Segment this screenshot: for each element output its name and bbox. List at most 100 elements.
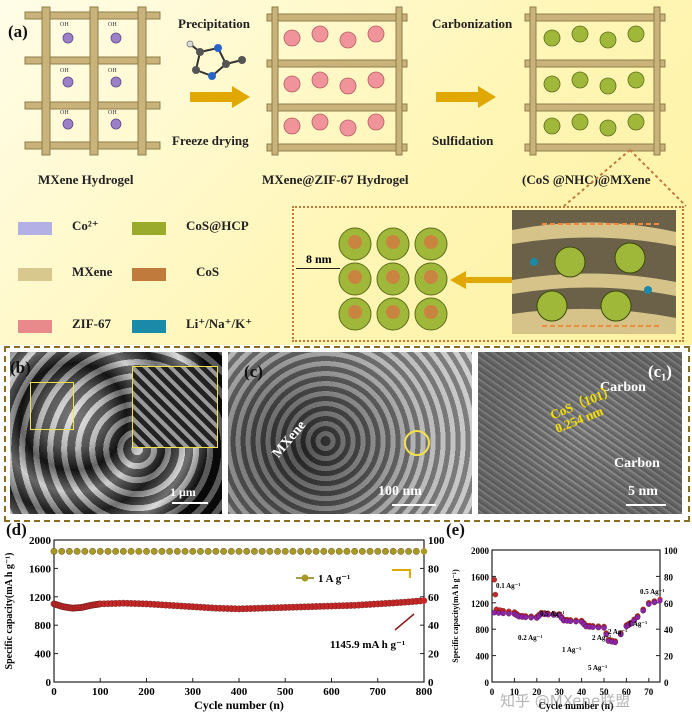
y-axis-label: Specific capacity(mA h g⁻¹)	[451, 569, 460, 663]
data-point-charge	[612, 639, 618, 646]
legend-swatch-cos-hcp	[132, 222, 166, 235]
x-tick-label: 500	[277, 686, 294, 698]
data-point-coulombic_efficiency	[397, 548, 405, 555]
hrtem-carbon-label-1: Carbon	[600, 380, 646, 395]
sem-zoom-box	[30, 382, 74, 430]
ce-axis-arrow	[392, 569, 411, 578]
x-tick-label: 0	[51, 686, 57, 698]
legend-label-mxene: MXene	[72, 264, 113, 279]
data-point-coulombic_efficiency	[227, 548, 235, 555]
data-point-charge	[603, 631, 609, 638]
data-point-coulombic_efficiency	[212, 548, 220, 555]
y2-tick-label: 40	[664, 625, 674, 635]
data-point-coulombic_efficiency	[166, 548, 173, 555]
process-arrow-2	[436, 86, 496, 108]
data-point-coulombic_efficiency	[158, 548, 166, 555]
data-point-coulombic_efficiency	[405, 548, 412, 555]
y-tick-label: 0	[46, 677, 52, 689]
data-point-charge	[646, 601, 652, 607]
data-point-coulombic_efficiency	[189, 548, 197, 555]
legend-label-co2: Co²⁺	[72, 218, 99, 233]
y-tick-label: 2000	[29, 535, 52, 547]
svg-text:OH: OH	[108, 22, 117, 28]
data-point-coulombic_efficiency	[127, 548, 135, 555]
data-point-coulombic_efficiency	[89, 548, 96, 555]
data-point-coulombic_efficiency	[66, 548, 73, 555]
data-point-coulombic_efficiency	[197, 548, 204, 555]
chart-e: 0 10 20 30 40 50 60 70 0 400 800 1200 1600 2000 0 20 40 6…	[451, 546, 678, 712]
y-tick-label: 800	[35, 620, 52, 632]
step-sulfidation: Sulfidation	[432, 133, 494, 148]
data-point-coulombic_efficiency	[389, 548, 397, 555]
y2-tick-label: 0	[428, 677, 434, 689]
hrtem-scale-label: 5 nm	[628, 484, 658, 499]
data-point-charge	[573, 618, 579, 625]
data-point-coulombic_efficiency	[366, 548, 374, 555]
data-point-discharge	[491, 576, 497, 583]
x-tick-label: 300	[185, 686, 202, 698]
svg-text:OH: OH	[60, 110, 69, 116]
data-point-coulombic_efficiency	[112, 548, 120, 555]
x-tick-label: 600	[323, 686, 340, 698]
rate-label: 2 Ag⁻¹	[608, 628, 627, 636]
ion-transport-illustration	[512, 210, 676, 334]
y-tick-label: 2000	[471, 546, 490, 556]
rate-label: 0.1 Ag⁻¹	[496, 582, 520, 590]
data-point-charge	[651, 599, 658, 606]
data-point-coulombic_efficiency	[382, 548, 389, 555]
inset-zoom-lines	[563, 149, 687, 207]
sem-zoom-inset	[132, 366, 218, 448]
data-point-coulombic_efficiency	[50, 548, 58, 555]
y2-tick-label: 20	[428, 649, 440, 661]
tem-scale-label: 100 nm	[378, 484, 422, 499]
x-axis-label: Cycle number (n)	[194, 698, 284, 712]
watermark: 知乎 @MXene联盟	[500, 692, 631, 710]
svg-text:OH: OH	[60, 22, 69, 28]
legend-swatch-ions	[132, 320, 166, 333]
data-point-charge	[634, 614, 641, 621]
panel-d-label: (d)	[6, 520, 27, 539]
rate-label: 1 Ag⁻¹	[628, 620, 647, 628]
y2-tick-label: 40	[428, 620, 440, 632]
hrtem-scalebar	[626, 504, 666, 506]
rate-label: 0.2 Ag⁻¹	[518, 634, 542, 642]
process-arrow-1	[190, 86, 250, 108]
panel-c-label: (c)	[244, 362, 263, 381]
legend-swatch-co2	[18, 222, 52, 235]
data-point-coulombic_efficiency	[150, 548, 158, 555]
data-point-charge	[618, 631, 624, 638]
svg-text:OH: OH	[108, 110, 117, 116]
inset-detail-box	[292, 206, 684, 342]
step-freeze-drying: Freeze drying	[172, 133, 249, 148]
y2-tick-label: 0	[664, 678, 669, 688]
svg-text:OH: OH	[108, 68, 117, 74]
tem-image-c: (c) MXene 100 nm	[228, 352, 472, 514]
sem-image-b: (b) 1 μm	[10, 352, 222, 514]
x-tick-label: 100	[92, 686, 109, 698]
x-tick-label: 60	[622, 687, 632, 697]
data-point-coulombic_efficiency	[358, 548, 366, 555]
data-point-charge	[545, 611, 551, 618]
panel-b-label: (b)	[10, 358, 31, 377]
data-point-coulombic_efficiency	[274, 548, 281, 555]
x-tick-label: 800	[416, 686, 433, 698]
data-point-discharge	[492, 591, 499, 598]
stage-label-3: (CoS @NHC)@MXene	[522, 172, 651, 187]
data-point-charge	[522, 614, 529, 621]
legend-label-cos: CoS	[196, 264, 220, 279]
sem-scalebar	[172, 502, 208, 504]
x-tick-label: 10	[510, 687, 520, 697]
hrtem-image-c1: (c₁) Carbon CoS（101） 0.254 nm Carbon 5 n…	[478, 352, 682, 514]
legend-swatch-zif67	[18, 320, 52, 333]
data-point-coulombic_efficiency	[335, 548, 343, 555]
data-point-coulombic_efficiency	[251, 548, 258, 555]
data-point-coulombic_efficiency	[289, 548, 297, 555]
y-tick-label: 1200	[471, 599, 490, 609]
data-point-charge	[500, 610, 506, 617]
hrtem-carbon-label-2: Carbon	[614, 456, 660, 471]
panel-c1-label: (c₁)	[648, 362, 672, 381]
data-point-coulombic_efficiency	[328, 548, 335, 555]
data-point-charge	[601, 625, 607, 631]
y-tick-label: 1600	[471, 572, 490, 582]
data-point-coulombic_efficiency	[73, 548, 81, 555]
